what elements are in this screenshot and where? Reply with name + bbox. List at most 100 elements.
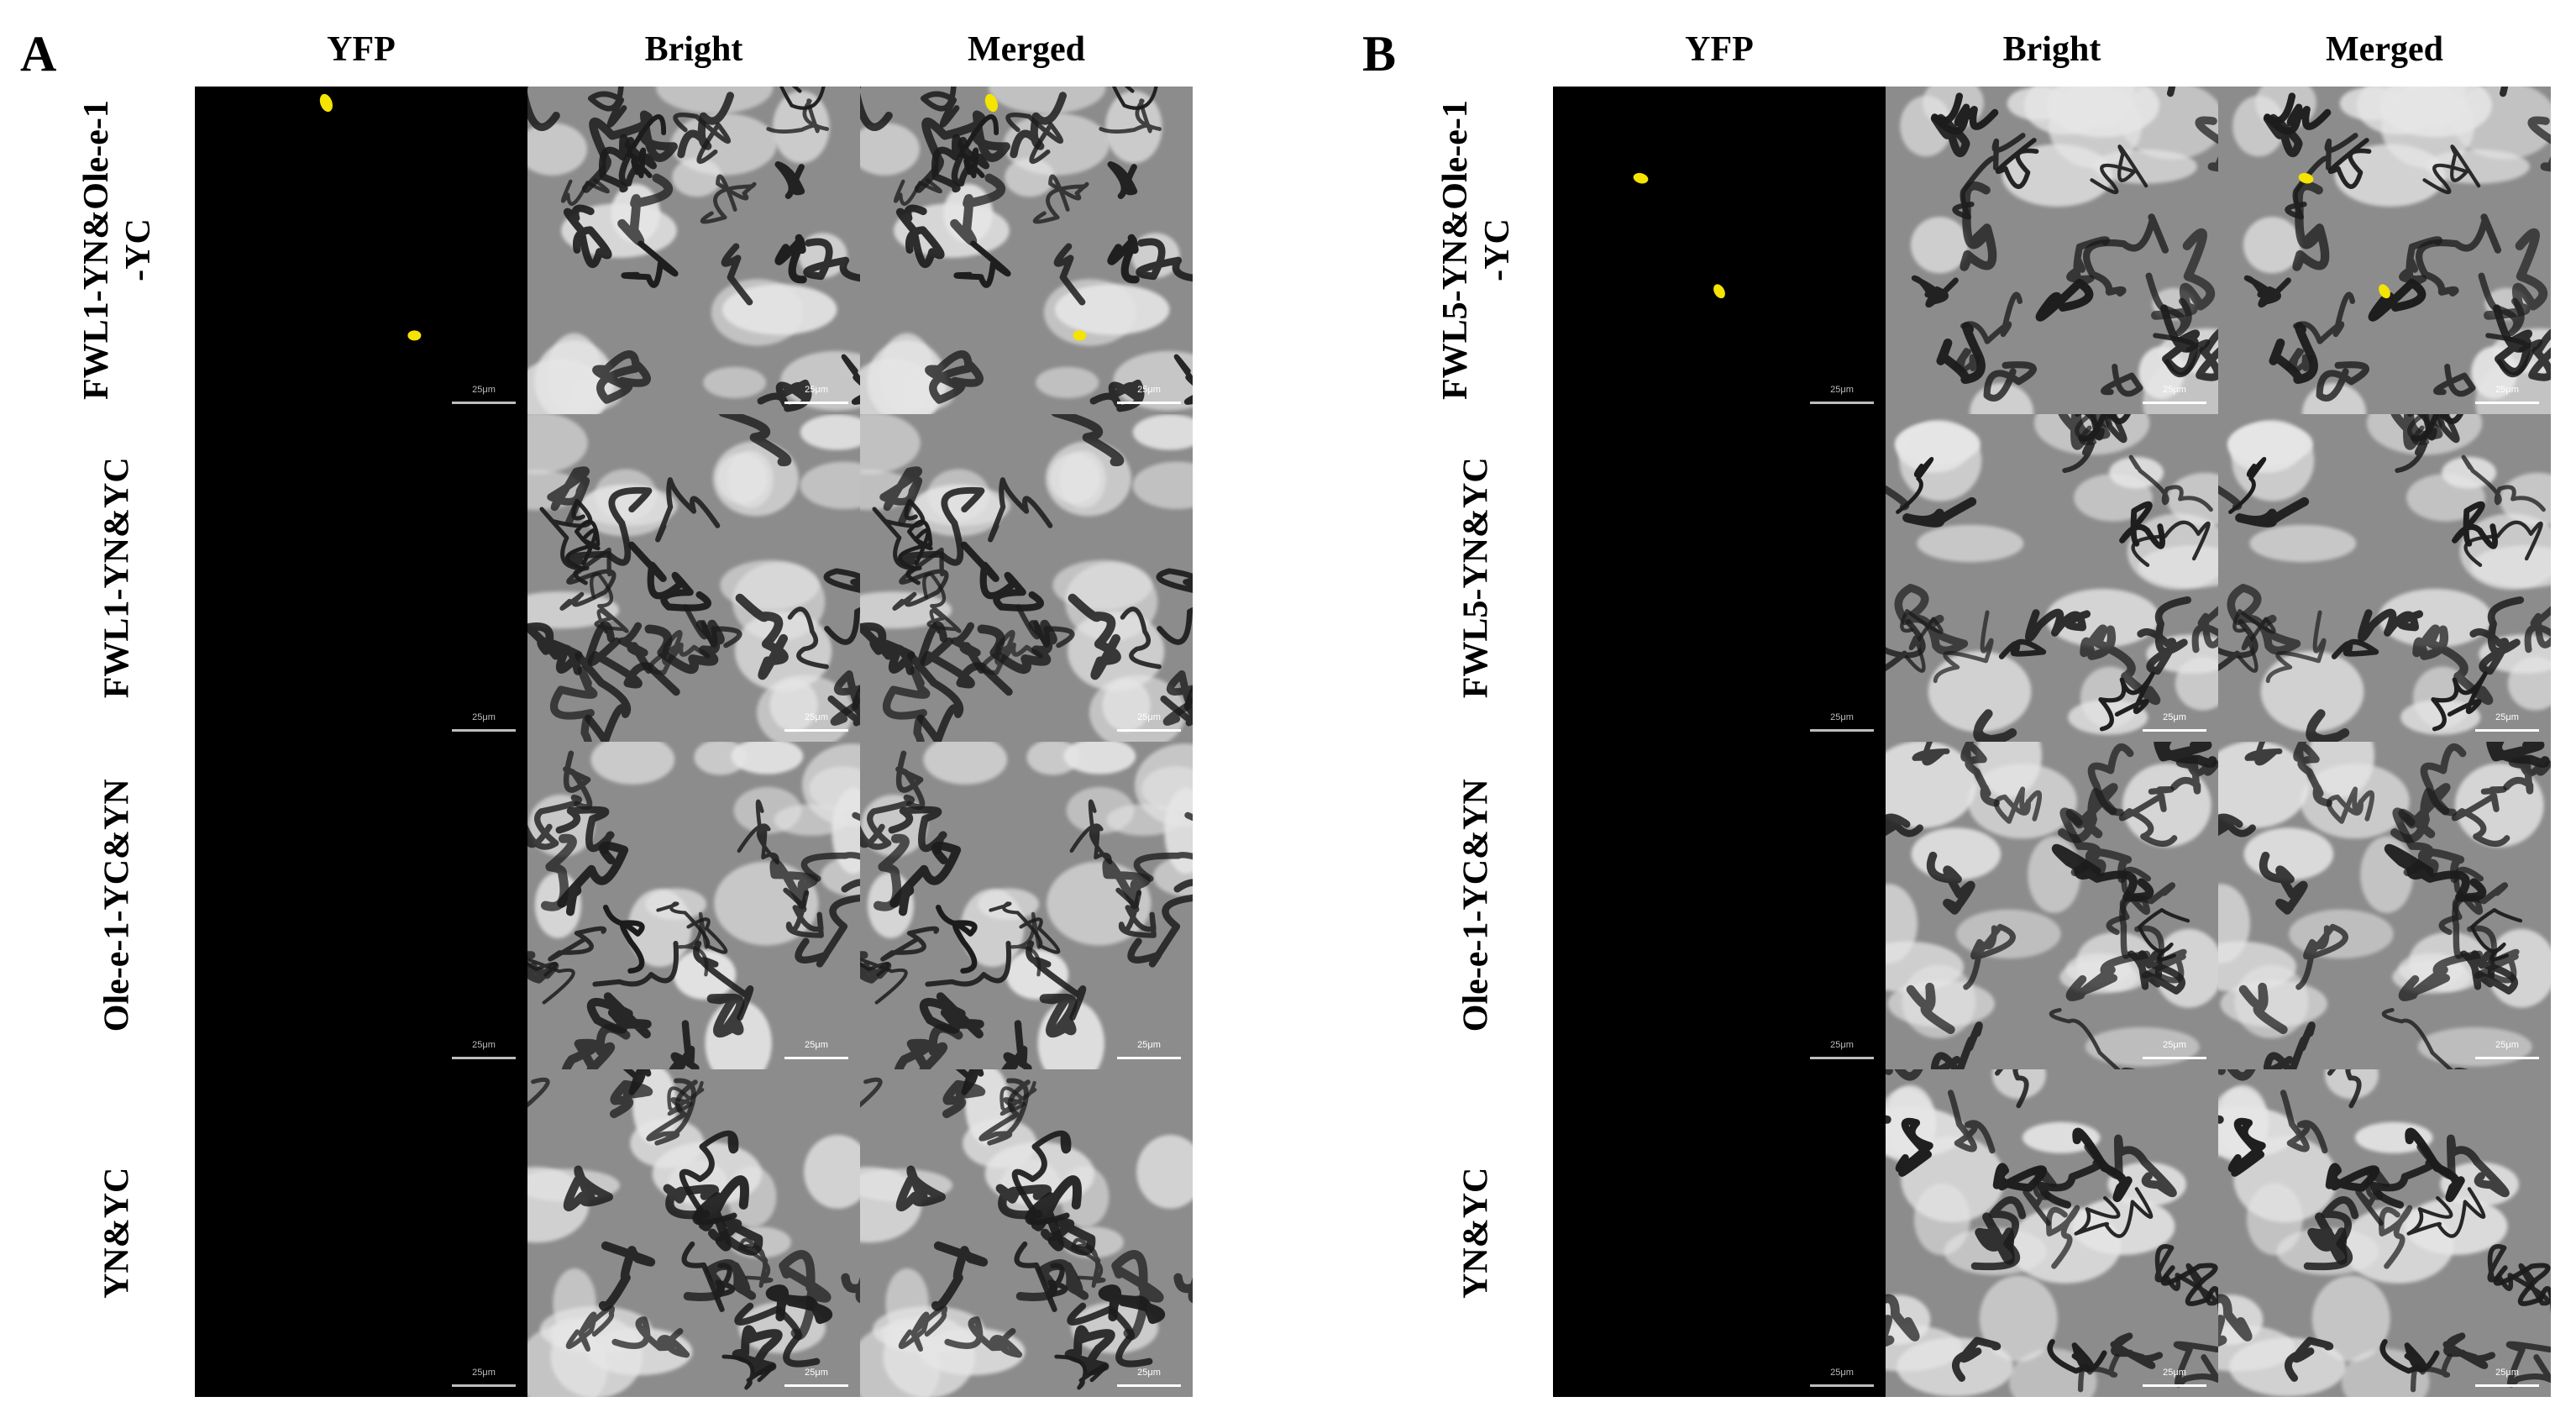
scale-bar-line	[1810, 402, 1874, 404]
bright-micrograph: 25μm	[1886, 1069, 2218, 1397]
scale-bar-label: 25μm	[1830, 1040, 1854, 1050]
scale-bar-line	[2475, 1384, 2539, 1387]
scale-bar: 25μm	[784, 1041, 848, 1059]
row-label-a-1: FWL1-YN&Ole-e-1 -YC	[42, 87, 193, 414]
scale-bar-line	[1117, 729, 1181, 732]
scale-bar-line	[2143, 1384, 2206, 1387]
row-label-line: YN&YC	[97, 1167, 137, 1300]
scale-bar: 25μm	[1810, 1041, 1874, 1059]
yfp-signal-spot	[1073, 330, 1087, 341]
yfp-signal-spot	[319, 93, 333, 113]
row-label-a-4: YN&YC	[42, 1069, 193, 1397]
scale-bar-line	[452, 1384, 516, 1387]
scale-bar-label: 25μm	[472, 1368, 496, 1378]
merged-micrograph: 25μm	[860, 742, 1193, 1069]
scale-bar-line	[784, 402, 848, 404]
scale-bar-line	[2475, 729, 2539, 732]
scale-bar-line	[2143, 1057, 2206, 1059]
row-label-line: -YC	[118, 218, 157, 282]
scale-bar-line	[2475, 402, 2539, 404]
scale-bar-label: 25μm	[2163, 712, 2186, 722]
scale-bar: 25μm	[2475, 713, 2539, 732]
yfp-micrograph: 25μm	[1553, 87, 1886, 414]
image-grid-b: 25μm 25μm 25μm 25μm 25μm 25μm 25μm 25μm 25μm 25μm…	[1553, 87, 2551, 1397]
scale-bar-line	[784, 1384, 848, 1387]
yfp-micrograph: 25μm	[195, 1069, 527, 1397]
scale-bar-label: 25μm	[2163, 1040, 2186, 1050]
scale-bar: 25μm	[2475, 1041, 2539, 1059]
bright-micrograph: 25μm	[527, 1069, 860, 1397]
scale-bar: 25μm	[2143, 1041, 2206, 1059]
scale-bar-label: 25μm	[1830, 712, 1854, 722]
scale-bar: 25μm	[452, 1368, 516, 1387]
scale-bar: 25μm	[1117, 386, 1181, 404]
row-label-line: YN&YC	[1456, 1167, 1496, 1300]
scale-bar-label: 25μm	[2495, 712, 2519, 722]
scale-bar: 25μm	[2143, 386, 2206, 404]
row-label-line: FWL1-YN&Ole-e-1	[76, 100, 116, 401]
merged-micrograph: 25μm	[860, 87, 1193, 414]
scale-bar: 25μm	[452, 713, 516, 732]
row-label-a-2: FWL1-YN&YC	[42, 414, 193, 742]
scale-bar-line	[1117, 402, 1181, 404]
scale-bar-label: 25μm	[472, 385, 496, 395]
yfp-signal-spot	[1633, 172, 1649, 184]
column-header-bright-b: Bright	[2002, 30, 2101, 69]
yfp-micrograph: 25μm	[195, 414, 527, 742]
row-label-b-4: YN&YC	[1401, 1069, 1552, 1397]
scale-bar-label: 25μm	[1137, 385, 1161, 395]
scale-bar-line	[1117, 1057, 1181, 1059]
scale-bar: 25μm	[1117, 1041, 1181, 1059]
yfp-micrograph: 25μm	[195, 87, 527, 414]
column-header-yfp-a: YFP	[327, 30, 396, 69]
scale-bar-label: 25μm	[805, 712, 828, 722]
scale-bar-line	[2143, 402, 2206, 404]
scale-bar-label: 25μm	[1830, 385, 1854, 395]
row-label-b-3: Ole-e-1-YC&YN	[1401, 742, 1552, 1069]
scale-bar: 25μm	[2475, 1368, 2539, 1387]
row-label-line: FWL5-YN&Ole-e-1	[1435, 100, 1475, 401]
merged-micrograph: 25μm	[860, 1069, 1193, 1397]
scale-bar-line	[1810, 729, 1874, 732]
scale-bar-label: 25μm	[1137, 712, 1161, 722]
scale-bar: 25μm	[1117, 1368, 1181, 1387]
scale-bar-line	[452, 402, 516, 404]
scale-bar-label: 25μm	[472, 1040, 496, 1050]
scale-bar: 25μm	[1810, 1368, 1874, 1387]
scale-bar-label: 25μm	[805, 1368, 828, 1378]
scale-bar: 25μm	[784, 386, 848, 404]
scale-bar: 25μm	[452, 386, 516, 404]
scale-bar-label: 25μm	[2495, 1040, 2519, 1050]
row-label-a-3: Ole-e-1-YC&YN	[42, 742, 193, 1069]
row-label-b-2: FWL5-YN&YC	[1401, 414, 1552, 742]
bright-micrograph: 25μm	[1886, 87, 2218, 414]
bright-micrograph: 25μm	[527, 742, 860, 1069]
panel-letter-b: B	[1362, 26, 1397, 81]
scale-bar-line	[784, 1057, 848, 1059]
scale-bar: 25μm	[784, 1368, 848, 1387]
yfp-micrograph: 25μm	[195, 742, 527, 1069]
scale-bar: 25μm	[2475, 386, 2539, 404]
bright-micrograph: 25μm	[527, 414, 860, 742]
scale-bar-label: 25μm	[2495, 385, 2519, 395]
yfp-signal-spot	[2379, 284, 2390, 299]
scale-bar-line	[1117, 1384, 1181, 1387]
scale-bar-line	[452, 729, 516, 732]
scale-bar-line	[1810, 1384, 1874, 1387]
column-header-merged-b: Merged	[2326, 30, 2443, 69]
row-label-b-1: FWL5-YN&Ole-e-1 -YC	[1401, 87, 1552, 414]
scale-bar-label: 25μm	[805, 385, 828, 395]
scale-bar-line	[784, 729, 848, 732]
scale-bar-label: 25μm	[2163, 1368, 2186, 1378]
image-grid-a: 25μm 25μm 25μm 25μm 25μm 25μm 25μm 25μm 25μm 25μm…	[195, 87, 1193, 1397]
yfp-micrograph: 25μm	[1553, 742, 1886, 1069]
row-label-line: FWL5-YN&YC	[1456, 457, 1496, 699]
column-header-merged-a: Merged	[968, 30, 1085, 69]
scale-bar: 25μm	[452, 1041, 516, 1059]
row-label-line: FWL1-YN&YC	[97, 457, 137, 699]
scale-bar-label: 25μm	[1830, 1368, 1854, 1378]
merged-micrograph: 25μm	[2218, 742, 2551, 1069]
scale-bar-line	[1810, 1057, 1874, 1059]
scale-bar-line	[452, 1057, 516, 1059]
row-label-line: -YC	[1477, 218, 1516, 282]
